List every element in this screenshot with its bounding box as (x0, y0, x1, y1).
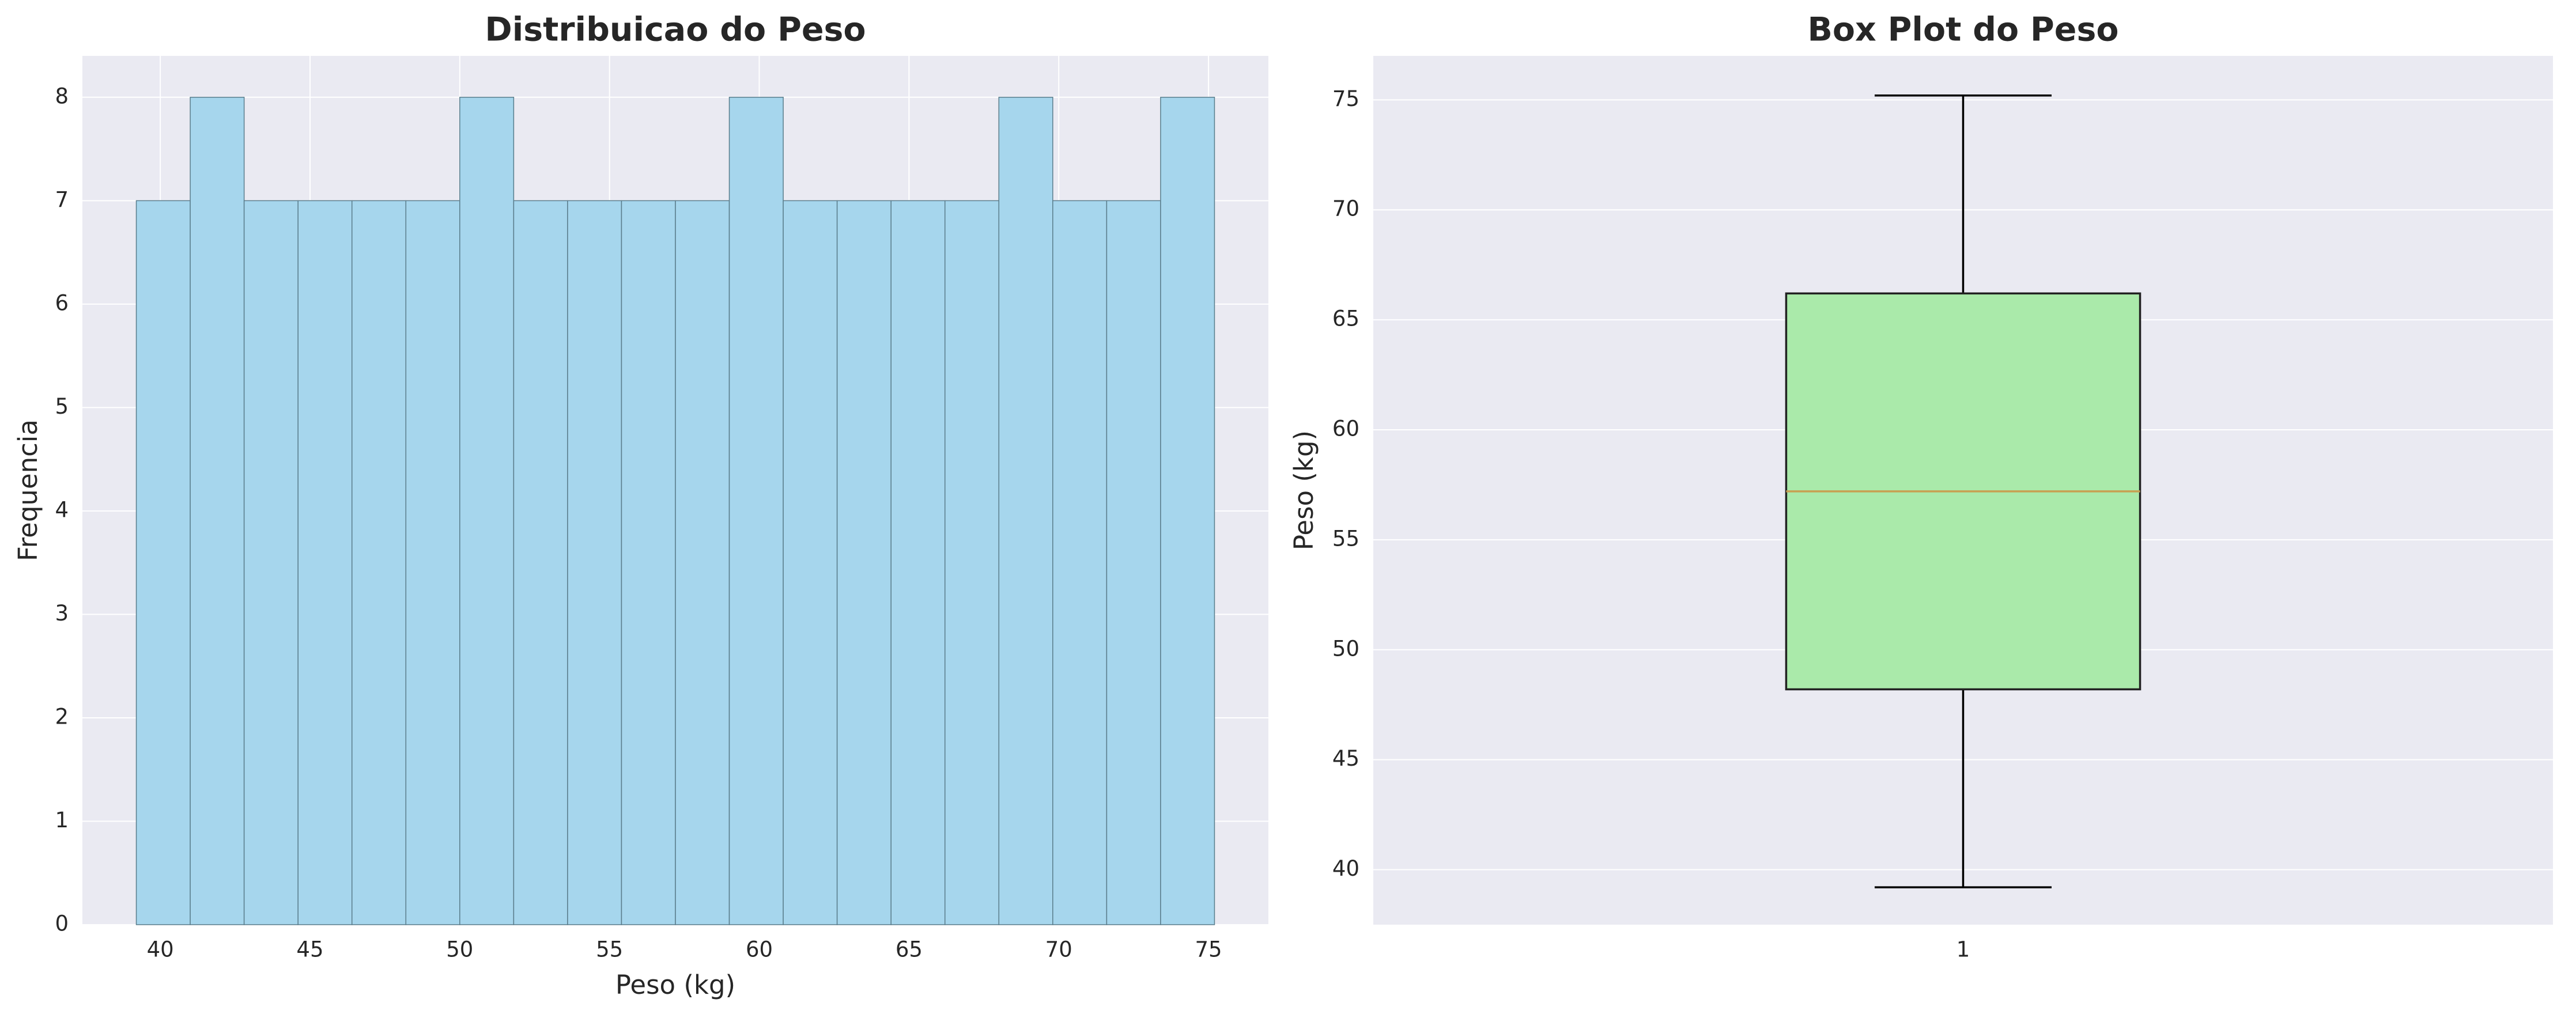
histogram-bar (351, 200, 407, 925)
y-tick-label: 8 (55, 84, 69, 108)
y-tick-label: 1 (55, 808, 69, 832)
y-tick-label: 40 (1332, 856, 1359, 881)
y-tick-label: 45 (1332, 746, 1359, 771)
x-tick-label: 60 (746, 937, 773, 962)
histogram-bar (567, 200, 622, 925)
y-tick-label: 70 (1332, 196, 1359, 221)
histogram-bar (513, 200, 568, 925)
y-tick-label: 55 (1332, 526, 1359, 551)
x-tick-label: 45 (296, 937, 323, 962)
histogram-bar (998, 97, 1053, 925)
histogram-bar (1160, 97, 1215, 925)
chart-title: Box Plot do Peso (1807, 11, 2118, 49)
y-tick-label: 6 (55, 290, 69, 315)
y-axis-label: Peso (kg) (1289, 430, 1319, 550)
x-tick-label: 55 (596, 937, 623, 962)
y-tick-label: 60 (1332, 417, 1359, 441)
x-tick-label: 70 (1045, 937, 1072, 962)
histogram-bar (836, 200, 892, 925)
histogram-bar (675, 200, 730, 925)
histogram-bar (135, 200, 191, 925)
y-tick-label: 2 (55, 704, 69, 729)
histogram-bar (890, 200, 946, 925)
histogram-bar (243, 200, 299, 925)
histogram-bar (621, 200, 676, 925)
chart-title: Distribuicao do Peso (485, 11, 866, 49)
x-tick-label: 65 (896, 937, 923, 962)
histogram-bar (1106, 200, 1161, 925)
y-tick-label: 65 (1332, 306, 1359, 331)
y-tick-label: 50 (1332, 636, 1359, 661)
y-tick-label: 0 (55, 911, 69, 936)
histogram-bar (783, 200, 838, 925)
histogram-bar (1052, 200, 1108, 925)
histogram-bar (405, 200, 460, 925)
x-tick-label: 75 (1195, 937, 1222, 962)
histogram-bar (728, 97, 784, 925)
y-tick-label: 4 (55, 497, 69, 522)
y-tick-label: 75 (1332, 86, 1359, 111)
histogram-bar (459, 97, 515, 925)
histogram-bar (944, 200, 1000, 925)
x-axis-label: Peso (kg) (615, 970, 735, 1000)
x-tick-label: 1 (1956, 937, 1970, 962)
y-axis-label: Frequencia (13, 419, 43, 561)
y-tick-label: 7 (55, 187, 69, 212)
y-tick-label: 3 (55, 601, 69, 626)
histogram-bar (297, 200, 353, 925)
y-tick-label: 5 (55, 394, 69, 419)
x-tick-label: 40 (147, 937, 174, 962)
histogram-bar (190, 97, 245, 925)
x-tick-label: 50 (446, 937, 473, 962)
